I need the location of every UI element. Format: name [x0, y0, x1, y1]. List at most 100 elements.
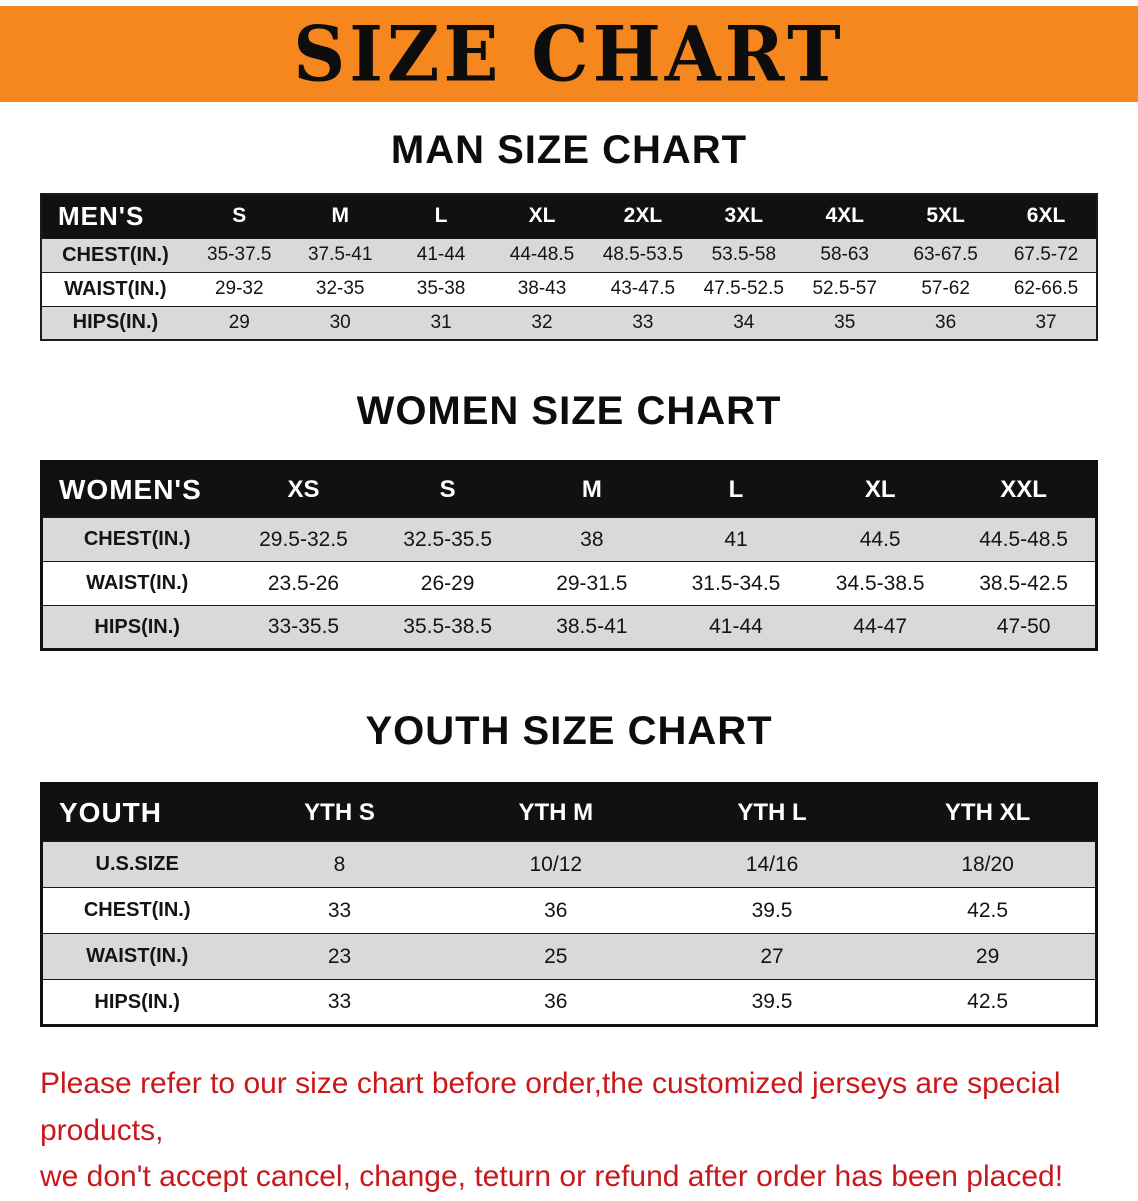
measure-label-cell: WAIST(IN.)	[41, 561, 232, 606]
size-header-cell: L	[390, 194, 492, 238]
women-size-section: WOMEN SIZE CHART WOMEN'S XS S M L XL XXL CHEST(…	[0, 389, 1138, 651]
page-title: SIZE CHART	[293, 8, 845, 99]
measure-value-cell: 42.5	[880, 887, 1097, 934]
measure-value-cell: 23	[231, 933, 448, 980]
disclaimer-line-2: we don't accept cancel, change, teturn o…	[40, 1160, 1064, 1193]
measure-value-cell: 14/16	[663, 841, 881, 888]
youth-size-table: YOUTH YTH S YTH M YTH L YTH XL U.S.SIZE 8 10/12…	[40, 782, 1098, 1027]
measure-label-cell: U.S.SIZE	[41, 841, 232, 888]
size-header-cell: 6XL	[996, 194, 1097, 238]
measure-value-cell: 32.5-35.5	[375, 517, 520, 562]
size-header-cell: YTH S	[231, 783, 448, 842]
table-row: CHEST(IN.) 35-37.5 37.5-41 41-44 44-48.5 48.5…	[41, 237, 1097, 272]
size-header-cell: YTH M	[447, 783, 664, 842]
size-header-cell: 4XL	[794, 194, 896, 238]
measure-value-cell: 18/20	[880, 841, 1097, 888]
measure-value-cell: 44-47	[808, 605, 953, 650]
women-section-heading: WOMEN SIZE CHART	[356, 389, 782, 433]
measure-value-cell: 47.5-52.5	[693, 271, 795, 306]
measure-value-cell: 32	[491, 305, 593, 340]
measure-label-cell: CHEST(IN.)	[41, 517, 232, 562]
measure-value-cell: 63-67.5	[895, 237, 997, 272]
measure-value-cell: 42.5	[880, 979, 1097, 1026]
measure-value-cell: 39.5	[663, 979, 881, 1026]
measure-label-cell: CHEST(IN.)	[41, 237, 189, 272]
measure-value-cell: 33	[231, 887, 448, 934]
measure-value-cell: 31	[390, 305, 492, 340]
title-banner: SIZE CHART	[0, 6, 1138, 102]
measure-label-cell: HIPS(IN.)	[41, 605, 232, 650]
measure-value-cell: 38.5-41	[519, 605, 664, 650]
measure-value-cell: 33	[231, 979, 448, 1026]
youth-size-section: YOUTH SIZE CHART YOUTH YTH S YTH M YTH L YTH…	[0, 709, 1138, 1027]
table-header-row: MEN'S S M L XL 2XL 3XL 4XL 5XL 6XL	[41, 194, 1097, 238]
measure-value-cell: 35.5-38.5	[375, 605, 520, 650]
men-section-heading: MAN SIZE CHART	[390, 128, 748, 172]
measure-label-cell: HIPS(IN.)	[41, 305, 189, 340]
measure-value-cell: 57-62	[895, 271, 997, 306]
measure-value-cell: 23.5-26	[231, 561, 376, 606]
measure-value-cell: 44.5-48.5	[952, 517, 1097, 562]
size-header-cell: S	[375, 461, 520, 518]
measure-value-cell: 43-47.5	[592, 271, 694, 306]
measure-label-cell: CHEST(IN.)	[41, 887, 232, 934]
measure-value-cell: 25	[447, 933, 664, 980]
size-header-cell: M	[519, 461, 664, 518]
table-title-cell: YOUTH	[41, 783, 232, 842]
measure-value-cell: 41	[663, 517, 809, 562]
measure-label-cell: WAIST(IN.)	[41, 271, 189, 306]
measure-value-cell: 62-66.5	[996, 271, 1097, 306]
measure-value-cell: 29	[880, 933, 1097, 980]
measure-value-cell: 38.5-42.5	[952, 561, 1097, 606]
measure-value-cell: 44-48.5	[491, 237, 593, 272]
measure-value-cell: 53.5-58	[693, 237, 795, 272]
table-row: HIPS(IN.) 33-35.5 35.5-38.5 38.5-41 41-44 44-…	[41, 605, 1097, 650]
measure-value-cell: 32-35	[289, 271, 391, 306]
measure-value-cell: 34	[693, 305, 795, 340]
table-row: CHEST(IN.) 29.5-32.5 32.5-35.5 38 41 44.5 44.5…	[41, 517, 1097, 562]
measure-value-cell: 48.5-53.5	[592, 237, 694, 272]
measure-value-cell: 35	[794, 305, 896, 340]
measure-value-cell: 36	[447, 887, 664, 934]
size-header-cell: XS	[231, 461, 376, 518]
measure-value-cell: 29-32	[188, 271, 290, 306]
measure-value-cell: 41-44	[390, 237, 492, 272]
size-header-cell: 2XL	[592, 194, 694, 238]
size-header-cell: XL	[808, 461, 953, 518]
measure-value-cell: 33	[592, 305, 694, 340]
measure-value-cell: 29.5-32.5	[231, 517, 376, 562]
table-row: CHEST(IN.) 33 36 39.5 42.5	[41, 887, 1097, 934]
measure-value-cell: 52.5-57	[794, 271, 896, 306]
measure-value-cell: 36	[895, 305, 997, 340]
measure-value-cell: 36	[447, 979, 664, 1026]
measure-value-cell: 29-31.5	[519, 561, 664, 606]
measure-value-cell: 26-29	[375, 561, 520, 606]
measure-value-cell: 37.5-41	[289, 237, 391, 272]
disclaimer: Please refer to our size chart before or…	[40, 1061, 1100, 1201]
measure-value-cell: 38	[519, 517, 664, 562]
measure-value-cell: 33-35.5	[231, 605, 376, 650]
measure-value-cell: 38-43	[491, 271, 593, 306]
disclaimer-line-1: Please refer to our size chart before or…	[40, 1067, 1061, 1147]
size-header-cell: 3XL	[693, 194, 795, 238]
measure-value-cell: 8	[231, 841, 448, 888]
measure-value-cell: 41-44	[663, 605, 809, 650]
table-row: HIPS(IN.) 33 36 39.5 42.5	[41, 979, 1097, 1026]
measure-value-cell: 29	[188, 305, 290, 340]
measure-value-cell: 10/12	[447, 841, 664, 888]
youth-section-heading: YOUTH SIZE CHART	[365, 709, 773, 753]
size-header-cell: XL	[491, 194, 593, 238]
men-size-table: MEN'S S M L XL 2XL 3XL 4XL 5XL 6XL CHEST(IN.) 35-37…	[40, 193, 1098, 341]
measure-value-cell: 30	[289, 305, 391, 340]
table-row: U.S.SIZE 8 10/12 14/16 18/20	[41, 841, 1097, 888]
measure-value-cell: 39.5	[663, 887, 881, 934]
measure-value-cell: 44.5	[808, 517, 953, 562]
size-header-cell: M	[289, 194, 391, 238]
measure-value-cell: 47-50	[952, 605, 1097, 650]
measure-value-cell: 31.5-34.5	[663, 561, 809, 606]
measure-label-cell: HIPS(IN.)	[41, 979, 232, 1026]
measure-label-cell: WAIST(IN.)	[41, 933, 232, 980]
size-header-cell: L	[663, 461, 809, 518]
size-header-cell: YTH XL	[880, 783, 1097, 842]
